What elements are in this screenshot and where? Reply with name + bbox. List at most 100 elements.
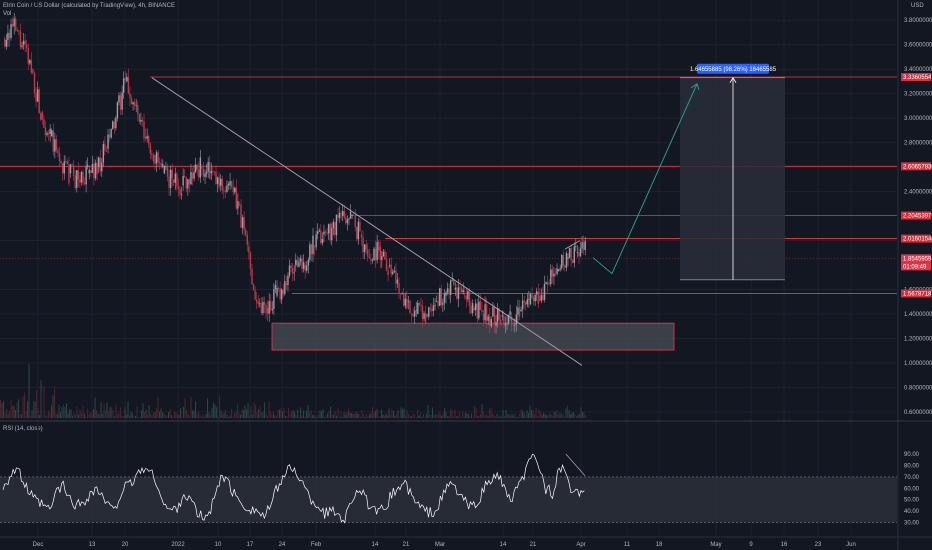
rsi-tick-label: 50.00 bbox=[904, 498, 920, 504]
candle-body bbox=[484, 304, 486, 321]
candle-body bbox=[310, 244, 313, 255]
candle-body bbox=[572, 260, 574, 263]
volume-bar bbox=[217, 417, 219, 418]
price-tick-label: 2.40000000 bbox=[904, 190, 932, 196]
level-tag: 3.33605547 bbox=[901, 73, 932, 82]
volume-bar bbox=[114, 416, 116, 418]
candle-body bbox=[246, 234, 248, 245]
volume-bar bbox=[130, 411, 132, 418]
candle-body bbox=[323, 231, 325, 235]
drawings[interactable]: 1.64655885 (98.26%) 16465585 bbox=[151, 63, 785, 366]
volume-bar bbox=[468, 414, 470, 418]
candle-body bbox=[213, 171, 216, 173]
candle-body bbox=[543, 283, 546, 300]
volume-bar bbox=[198, 411, 200, 418]
volume-bar bbox=[568, 410, 570, 418]
candle-body bbox=[485, 304, 488, 321]
candle-body bbox=[273, 289, 275, 309]
candle-body bbox=[445, 292, 447, 296]
volume-bar bbox=[463, 415, 465, 418]
volume-bar bbox=[390, 414, 392, 418]
candle-body bbox=[465, 295, 468, 300]
volume-bar bbox=[156, 408, 158, 418]
volume-bar bbox=[367, 416, 369, 418]
candle-body bbox=[76, 170, 78, 188]
volume-bar bbox=[471, 413, 473, 418]
volume-bar bbox=[552, 416, 554, 418]
candle-body bbox=[362, 237, 364, 253]
volume-bar bbox=[559, 412, 561, 418]
candle-body bbox=[503, 315, 505, 326]
volume-bar bbox=[394, 415, 396, 418]
volume-bar bbox=[88, 414, 90, 418]
measure-arrowhead bbox=[729, 76, 737, 83]
candle-body bbox=[379, 246, 381, 261]
volume-bar bbox=[502, 410, 504, 418]
price-axis[interactable]: 30.00 40.00 50.00 60.00 70.00 80.00 90.00 0.600… bbox=[901, 18, 932, 526]
candle-body bbox=[166, 166, 169, 177]
volume-bar bbox=[288, 408, 290, 418]
volume-bar bbox=[42, 417, 44, 418]
volume-bar bbox=[480, 413, 482, 418]
volume-bar bbox=[370, 413, 372, 418]
volume-bar bbox=[414, 414, 416, 418]
rsi-tick-label: 60.00 bbox=[904, 486, 920, 492]
volume-bar bbox=[504, 416, 506, 418]
volume-bar bbox=[336, 415, 338, 418]
candle-body bbox=[226, 185, 228, 192]
candle-body bbox=[532, 297, 535, 302]
candle-body bbox=[340, 212, 342, 214]
volume-bar bbox=[43, 386, 45, 418]
candle-body bbox=[122, 78, 125, 93]
volume-bars bbox=[0, 363, 587, 418]
volume-bar bbox=[75, 414, 77, 418]
candle-body bbox=[335, 214, 338, 236]
candle-body bbox=[475, 303, 477, 311]
candle-body bbox=[334, 221, 336, 236]
countdown-tag-bg bbox=[901, 262, 931, 271]
volume-bar bbox=[354, 414, 356, 418]
volume-bar bbox=[46, 415, 48, 418]
volume-bar bbox=[537, 415, 539, 418]
volume-bar bbox=[64, 407, 66, 418]
candle-body bbox=[564, 265, 566, 268]
volume-bar bbox=[207, 398, 209, 418]
candle-body bbox=[345, 217, 347, 224]
volume-bar bbox=[4, 412, 6, 418]
volume-bar bbox=[63, 404, 65, 418]
volume-bar bbox=[300, 407, 302, 418]
volume-bar bbox=[204, 417, 206, 418]
volume-bar bbox=[556, 410, 558, 418]
candle-body bbox=[115, 117, 117, 129]
volume-bar bbox=[105, 410, 107, 418]
level-tag-bg bbox=[901, 234, 931, 243]
candle-body bbox=[265, 305, 267, 314]
time-axis[interactable]: Dec 13 20 2022 10 17 24 Feb 14 21 Mar 14 21 Apr 11 18 Ma… bbox=[33, 542, 856, 548]
volume-bar bbox=[313, 414, 315, 418]
measure-label-bg bbox=[697, 63, 769, 74]
countdown-tag: 01:09:49 bbox=[901, 262, 931, 271]
candle-body bbox=[529, 294, 532, 305]
volume-bar bbox=[330, 406, 332, 418]
candle-body bbox=[352, 215, 355, 216]
candle-body bbox=[41, 112, 44, 120]
candle-body bbox=[277, 287, 280, 289]
time-tick-label: 11 bbox=[624, 542, 631, 548]
candle-body bbox=[299, 258, 302, 262]
candle-body bbox=[351, 215, 353, 217]
volume-bar bbox=[261, 412, 263, 418]
candle-body bbox=[249, 252, 252, 269]
volume-bar bbox=[118, 412, 120, 418]
candle-body bbox=[221, 178, 223, 191]
candle-body bbox=[312, 235, 314, 255]
volume-bar bbox=[9, 410, 11, 418]
candle-body bbox=[69, 164, 72, 174]
candle-body bbox=[88, 170, 90, 174]
candle-body bbox=[193, 171, 195, 179]
candle-body bbox=[492, 306, 494, 317]
price-tick-label: 1.20000000 bbox=[904, 336, 932, 342]
candle-body bbox=[232, 186, 234, 193]
volume-bar bbox=[244, 405, 246, 418]
volume-bar bbox=[295, 414, 297, 418]
